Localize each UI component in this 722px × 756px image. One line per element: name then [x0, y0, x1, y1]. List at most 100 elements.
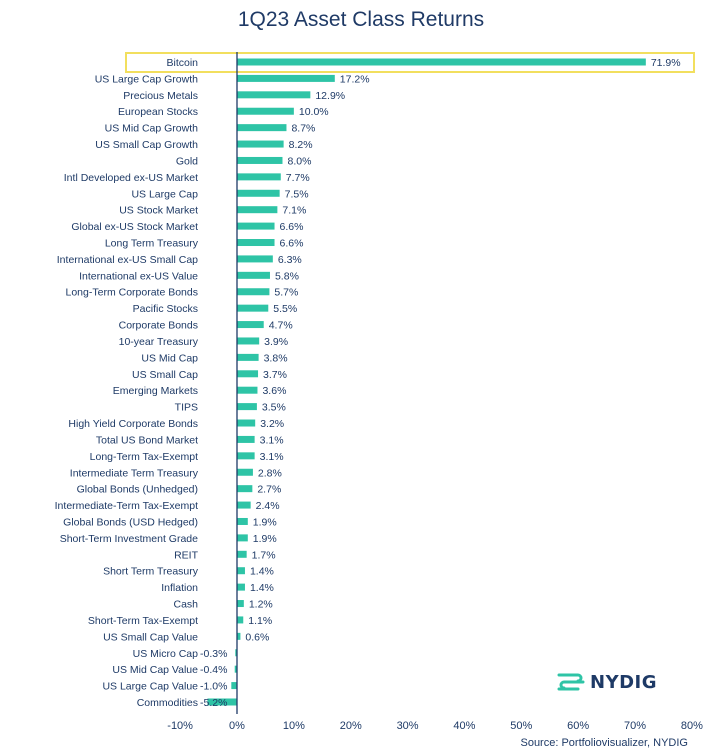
- bar: [237, 517, 248, 525]
- x-tick-label: 80%: [681, 720, 703, 732]
- data-label: 3.1%: [260, 434, 284, 446]
- category-label: Short Term Treasury: [103, 566, 199, 578]
- data-label: 3.6%: [262, 385, 286, 397]
- bar: [237, 600, 244, 608]
- category-label: Global Bonds (Unhedged): [77, 484, 198, 496]
- x-tick-label: -10%: [167, 720, 193, 732]
- bar: [234, 665, 237, 673]
- category-label: Global ex-US Stock Market: [71, 221, 198, 233]
- x-tick-label: 50%: [510, 720, 532, 732]
- x-tick-label: 60%: [567, 720, 589, 732]
- category-label: Intermediate Term Treasury: [70, 467, 199, 479]
- data-label: 2.7%: [257, 484, 281, 496]
- data-label: 1.4%: [250, 566, 274, 578]
- category-label: Short-Term Tax-Exempt: [88, 615, 198, 627]
- data-label: -5.2%: [200, 697, 227, 709]
- x-tick-label: 20%: [340, 720, 362, 732]
- data-label: 2.4%: [256, 500, 280, 512]
- data-label: 1.4%: [250, 582, 274, 594]
- category-label: Precious Metals: [123, 90, 198, 102]
- bar: [237, 534, 248, 542]
- category-label: TIPS: [175, 402, 198, 414]
- category-label: Pacific Stocks: [133, 303, 198, 315]
- data-label: 71.9%: [651, 57, 681, 69]
- bar: [237, 222, 275, 230]
- bar: [237, 173, 281, 181]
- data-label: 4.7%: [269, 320, 293, 332]
- bar: [237, 239, 275, 247]
- category-label: US Stock Market: [119, 205, 198, 217]
- category-label: Global Bonds (USD Hedged): [63, 516, 198, 528]
- category-label: Commodities: [137, 697, 198, 709]
- data-label: 7.7%: [286, 172, 310, 184]
- category-label: 10-year Treasury: [119, 336, 199, 348]
- category-label: Intermediate-Term Tax-Exempt: [55, 500, 198, 512]
- bar: [237, 632, 241, 640]
- data-label: 12.9%: [315, 90, 345, 102]
- category-label: Long-Term Tax-Exempt: [90, 451, 198, 463]
- data-label: -0.3%: [200, 648, 227, 660]
- bar: [237, 419, 256, 427]
- bar: [237, 616, 244, 624]
- data-label: 7.5%: [285, 188, 309, 200]
- bar: [231, 682, 237, 690]
- data-label: 8.7%: [291, 123, 315, 135]
- source-note: Source: Portfoliovisualizer, NYDIG: [520, 737, 688, 749]
- bar: [237, 255, 273, 263]
- category-label: Short-Term Investment Grade: [60, 533, 198, 545]
- bar: [237, 124, 287, 132]
- category-label: European Stocks: [118, 106, 198, 118]
- bar: [237, 386, 258, 394]
- bar: [237, 550, 247, 558]
- data-label: -0.4%: [200, 664, 227, 676]
- x-tick-label: 40%: [453, 720, 475, 732]
- x-tick-label: 30%: [397, 720, 419, 732]
- category-label: US Mid Cap Growth: [105, 123, 199, 135]
- data-label: 10.0%: [299, 106, 329, 118]
- bar: [237, 107, 294, 115]
- highlight-box: [125, 52, 695, 73]
- category-label: US Large Cap Value: [102, 681, 198, 693]
- data-label: 3.2%: [260, 418, 284, 430]
- data-label: 6.6%: [280, 221, 304, 233]
- nydig-logo-icon: [557, 673, 585, 691]
- category-label: REIT: [174, 549, 199, 561]
- data-label: 1.9%: [253, 516, 277, 528]
- category-label: US Micro Cap: [133, 648, 199, 660]
- bar: [237, 435, 255, 443]
- data-label: 1.2%: [249, 599, 273, 611]
- nydig-logo: NYDIG: [556, 671, 657, 693]
- bar: [237, 91, 311, 99]
- category-label: US Small Cap Growth: [95, 139, 198, 151]
- category-label: High Yield Corporate Bonds: [68, 418, 198, 430]
- category-label: Emerging Markets: [113, 385, 198, 397]
- category-label: Inflation: [161, 582, 198, 594]
- category-label: International ex-US Small Cap: [57, 254, 198, 266]
- bar: [237, 271, 270, 279]
- data-label: 8.2%: [289, 139, 313, 151]
- bar: [237, 189, 280, 197]
- chart-title: 1Q23 Asset Class Returns: [237, 8, 485, 31]
- category-label: US Mid Cap: [141, 352, 198, 364]
- category-label: Total US Bond Market: [96, 434, 198, 446]
- data-label: 1.9%: [253, 533, 277, 545]
- bar: [237, 583, 245, 591]
- data-label: 6.3%: [278, 254, 302, 266]
- bar: [237, 140, 284, 148]
- data-label: 3.7%: [263, 369, 287, 381]
- bar: [237, 337, 260, 345]
- data-label: 1.7%: [252, 549, 276, 561]
- data-label: 5.7%: [274, 287, 298, 299]
- bar: [237, 567, 245, 575]
- data-label: 17.2%: [340, 73, 370, 85]
- category-label: Corporate Bonds: [119, 320, 198, 332]
- logo-text: NYDIG: [590, 671, 658, 693]
- data-label: 7.1%: [282, 205, 306, 217]
- bar: [207, 698, 237, 706]
- category-label: International ex-US Value: [79, 270, 198, 282]
- bar: [237, 468, 253, 476]
- category-label: US Small Cap: [132, 369, 198, 381]
- category-label: US Mid Cap Value: [112, 664, 198, 676]
- x-tick-label: 70%: [624, 720, 646, 732]
- bar: [237, 288, 270, 296]
